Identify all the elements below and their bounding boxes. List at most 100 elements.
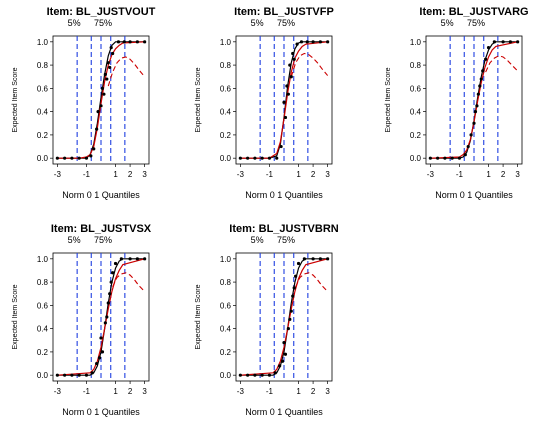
data-point <box>302 257 306 261</box>
y-axis-label: Expected Item Score <box>12 67 19 132</box>
x-axis-label: Norm 0 1 Quantiles <box>435 190 513 200</box>
data-point <box>102 92 106 96</box>
x-tick-label: 2 <box>311 387 316 396</box>
x-tick-label: 3 <box>142 387 147 396</box>
data-point <box>282 100 286 104</box>
y-axis-label: Expected Item Score <box>12 284 19 349</box>
data-point <box>282 341 286 345</box>
data-point <box>466 144 470 149</box>
data-point <box>109 46 113 50</box>
data-point <box>283 115 288 120</box>
data-point <box>472 121 476 125</box>
percentile-label-5: 5% <box>68 235 81 245</box>
series-line-2 <box>240 41 328 159</box>
x-tick-label: 3 <box>325 170 330 179</box>
y-axis-label: Expected Item Score <box>195 284 202 349</box>
x-tick-label: 2 <box>311 170 316 179</box>
data-point <box>84 373 89 377</box>
data-point <box>279 144 283 149</box>
data-point <box>450 156 454 160</box>
series-line-2 <box>430 41 518 159</box>
x-tick-label: -1 <box>83 170 91 179</box>
data-point <box>111 271 115 275</box>
data-point <box>105 315 109 319</box>
y-tick-label: 0.4 <box>37 325 49 334</box>
y-tick-label: 0.8 <box>37 278 49 287</box>
data-point <box>55 373 59 377</box>
data-point <box>473 110 478 114</box>
data-point <box>260 373 264 377</box>
data-point <box>77 373 81 377</box>
data-point <box>318 40 322 44</box>
x-tick-label: 1 <box>113 170 118 179</box>
data-point <box>109 280 113 284</box>
percentile-label-5: 5% <box>251 18 264 28</box>
y-tick-label: 0.0 <box>37 371 49 380</box>
data-point <box>278 364 282 368</box>
data-point <box>292 286 296 290</box>
data-point <box>305 40 309 44</box>
data-point <box>70 373 74 377</box>
y-tick-label: 0.6 <box>220 84 232 93</box>
y-tick-label: 0.8 <box>410 61 422 70</box>
data-point <box>475 104 479 108</box>
y-tick-label: 1.0 <box>37 38 49 47</box>
series-dashed-line-3 <box>107 56 146 87</box>
x-tick-label: 2 <box>128 387 133 396</box>
data-point <box>326 40 330 44</box>
x-tick-label: 1 <box>296 170 301 179</box>
data-point <box>99 104 103 108</box>
data-point <box>95 361 99 366</box>
data-point <box>253 156 257 160</box>
data-point <box>484 57 488 61</box>
y-tick-label: 0.2 <box>37 131 49 140</box>
data-point <box>289 75 293 79</box>
data-point <box>478 84 482 88</box>
y-axis-label: Expected Item Score <box>195 67 202 132</box>
data-point <box>299 40 304 44</box>
data-point <box>92 147 96 151</box>
data-point <box>95 127 99 131</box>
data-point <box>63 373 67 377</box>
percentile-label-5: 5% <box>68 18 81 28</box>
series-dashed-line-3 <box>112 272 146 292</box>
x-tick-label: 3 <box>142 170 147 179</box>
y-tick-label: 0.6 <box>37 84 49 93</box>
series-line-2 <box>57 41 145 159</box>
x-tick-label: -1 <box>266 170 274 179</box>
data-point <box>275 156 279 160</box>
data-point <box>253 373 257 377</box>
y-axis-label: Expected Item Score <box>385 67 392 132</box>
x-tick-label: 1 <box>296 387 301 396</box>
data-point <box>122 40 126 44</box>
percentile-label-5: 5% <box>251 235 264 245</box>
data-point <box>106 301 110 305</box>
x-tick-label: -3 <box>237 170 245 179</box>
data-point <box>108 292 112 296</box>
data-point <box>286 92 290 96</box>
panel-title: Item: BL_JUSTVBRN <box>229 223 338 235</box>
data-point <box>288 317 292 321</box>
series-dashed-line-3 <box>485 55 519 73</box>
data-point <box>294 274 298 278</box>
data-point <box>296 261 301 266</box>
data-point <box>97 356 102 360</box>
panel-title: Item: BL_JUSTVFP <box>234 6 334 18</box>
y-tick-label: 0.6 <box>220 301 232 310</box>
panel-title: Item: BL_JUSTVARG <box>419 6 528 18</box>
data-point <box>288 63 292 67</box>
data-point <box>285 84 289 88</box>
data-point <box>273 371 277 375</box>
data-point <box>286 327 290 331</box>
y-tick-label: 0.8 <box>220 278 232 287</box>
percentile-label-75: 75% <box>467 18 485 28</box>
series-dashed-line-3 <box>290 52 329 77</box>
data-point <box>291 294 295 298</box>
data-point <box>318 257 322 261</box>
y-tick-label: 0.2 <box>220 348 232 357</box>
data-point <box>476 92 480 96</box>
data-point <box>436 156 440 160</box>
